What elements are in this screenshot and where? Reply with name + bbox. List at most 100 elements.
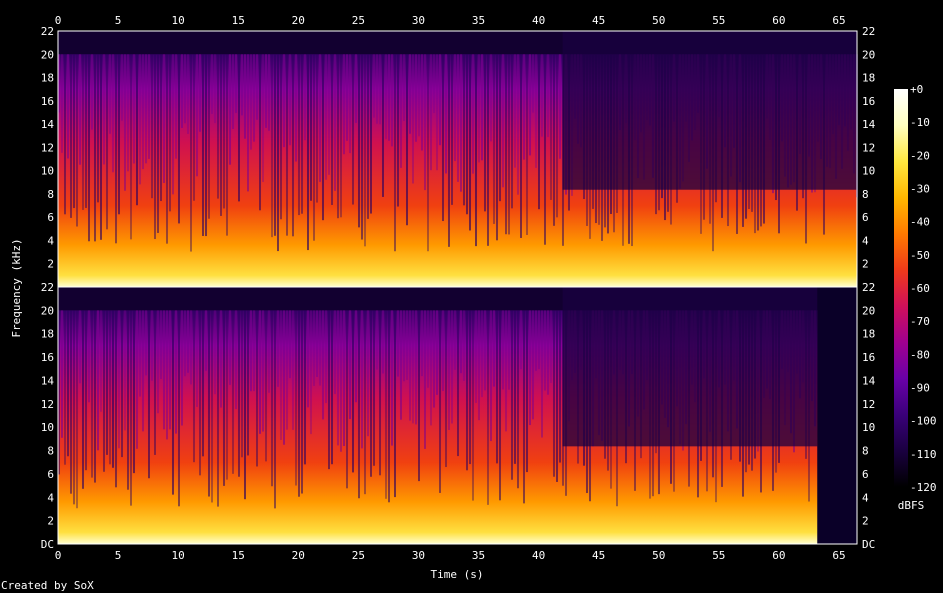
texture-streak	[442, 310, 444, 391]
texture-streak	[61, 54, 63, 153]
texture-streak	[280, 310, 282, 440]
texture-streak	[139, 54, 141, 185]
texture-streak	[538, 310, 540, 370]
texture-streak	[526, 310, 528, 473]
texture-streak	[229, 310, 231, 385]
texture-streak	[88, 310, 90, 403]
footer-credit: Created by SoX	[1, 579, 94, 592]
texture-streak	[556, 54, 558, 218]
texture-streak	[205, 310, 207, 371]
texture-streak	[511, 310, 513, 480]
texture-streak	[289, 54, 291, 146]
texture-streak	[496, 54, 498, 241]
texture-streak	[64, 310, 66, 465]
texture-streak	[472, 310, 474, 501]
texture-streak	[277, 54, 279, 252]
spectrogram-channel-2	[57, 286, 858, 545]
texture-streak	[118, 310, 120, 449]
y-tick-label-right: 14	[862, 118, 876, 131]
texture-streak	[253, 310, 255, 392]
y-tick-label-right: 12	[862, 398, 875, 411]
texture-streak	[559, 310, 561, 463]
texture-streak	[238, 310, 240, 477]
texture-streak	[346, 310, 348, 489]
texture-streak	[76, 54, 78, 227]
texture-streak	[79, 310, 81, 384]
texture-streak	[103, 54, 105, 165]
texture-streak	[274, 54, 276, 236]
texture-streak	[97, 54, 99, 203]
texture-streak	[499, 54, 501, 202]
texture-streak	[220, 54, 222, 216]
texture-streak	[175, 54, 177, 159]
y-tick-label-right: 20	[862, 48, 875, 61]
texture-streak	[175, 310, 177, 434]
texture-streak	[331, 310, 333, 465]
texture-streak	[373, 310, 375, 466]
texture-streak	[292, 54, 294, 237]
texture-streak	[412, 54, 414, 184]
texture-streak	[124, 54, 126, 191]
texture-streak	[130, 54, 132, 240]
texture-streak	[484, 54, 486, 212]
texture-streak	[532, 54, 534, 113]
texture-streak	[241, 310, 243, 458]
texture-streak	[283, 54, 285, 148]
texture-streak	[250, 310, 252, 392]
texture-streak	[235, 54, 237, 113]
y-tick-label-right: 6	[862, 468, 869, 481]
texture-streak	[529, 310, 531, 426]
y-tick-label-right: 16	[862, 351, 875, 364]
colorbar-label: dBFS	[898, 499, 925, 512]
texture-streak	[328, 310, 330, 470]
texture-streak	[544, 54, 546, 245]
texture-streak	[433, 310, 435, 408]
texture-streak	[85, 310, 87, 471]
texture-streak	[475, 310, 477, 403]
y-tick-label: 16	[41, 95, 54, 108]
texture-streak	[349, 310, 351, 420]
texture-streak	[322, 54, 324, 221]
texture-streak	[535, 310, 537, 371]
texture-streak	[346, 54, 348, 141]
texture-streak	[343, 310, 345, 446]
texture-streak	[502, 310, 504, 390]
texture-streak	[148, 310, 150, 479]
texture-streak	[181, 310, 183, 426]
x-tick-label-top: 35	[472, 14, 485, 27]
texture-streak	[178, 310, 180, 507]
texture-streak	[460, 54, 462, 192]
texture-streak	[508, 54, 510, 235]
texture-streak	[211, 310, 213, 503]
y-tick-label: DC	[41, 538, 54, 551]
texture-streak	[142, 310, 144, 432]
texture-streak	[196, 54, 198, 177]
texture-streak	[421, 310, 423, 377]
texture-streak	[340, 310, 342, 452]
texture-streak	[478, 54, 480, 163]
texture-streak	[100, 54, 102, 240]
texture-streak	[214, 310, 216, 395]
texture-streak	[250, 54, 252, 150]
texture-streak	[70, 54, 72, 218]
y-tick-label-right: DC	[862, 538, 875, 551]
y-tick-label-right: 22	[862, 281, 875, 294]
texture-streak	[460, 310, 462, 374]
texture-streak	[304, 54, 306, 141]
texture-streak	[499, 310, 501, 501]
texture-streak	[184, 54, 186, 124]
texture-streak	[340, 54, 342, 218]
texture-streak	[238, 54, 240, 202]
texture-streak	[355, 310, 357, 403]
texture-streak	[424, 54, 426, 191]
texture-streak	[493, 310, 495, 387]
x-tick-label: 25	[352, 549, 365, 562]
texture-streak	[268, 54, 270, 131]
texture-streak	[193, 54, 195, 201]
texture-streak	[160, 54, 162, 202]
y-tick-label: 6	[47, 211, 54, 224]
texture-streak	[379, 54, 381, 125]
texture-streak	[388, 310, 390, 503]
texture-streak	[295, 310, 297, 486]
texture-streak	[211, 54, 213, 114]
